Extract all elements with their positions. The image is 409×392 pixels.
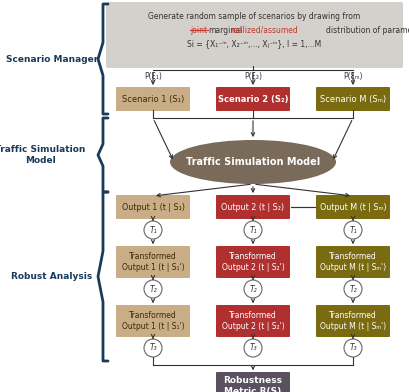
Text: Generate random sample of scenarios by drawing from: Generate random sample of scenarios by d… [148,11,361,20]
Text: Robust Analysis: Robust Analysis [11,272,92,281]
Text: Transformed
Output 2 (t | S₂'): Transformed Output 2 (t | S₂') [222,311,284,331]
FancyBboxPatch shape [216,246,290,278]
Text: Transformed
Output M (t | Sₘ'): Transformed Output M (t | Sₘ') [320,252,386,272]
FancyBboxPatch shape [316,87,390,111]
Circle shape [244,339,262,357]
Text: Output M (t | Sₘ): Output M (t | Sₘ) [320,203,387,212]
Text: Traffic Simulation
Model: Traffic Simulation Model [0,145,85,165]
Text: Output 2 (t | S₂): Output 2 (t | S₂) [221,203,285,212]
FancyBboxPatch shape [116,87,190,111]
Text: T₃: T₃ [149,343,157,352]
Circle shape [144,280,162,298]
FancyBboxPatch shape [216,305,290,337]
Circle shape [344,221,362,239]
Text: Transformed
Output M (t | Sₘ'): Transformed Output M (t | Sₘ') [320,311,386,331]
Circle shape [244,221,262,239]
Circle shape [144,221,162,239]
FancyBboxPatch shape [316,195,390,219]
FancyBboxPatch shape [106,2,403,68]
Circle shape [244,280,262,298]
Text: Transformed
Output 1 (t | S₁'): Transformed Output 1 (t | S₁') [122,252,184,272]
Text: P(ξₘ): P(ξₘ) [343,72,363,81]
FancyBboxPatch shape [216,87,290,111]
FancyBboxPatch shape [316,305,390,337]
Text: Si = {X₁⁻ⁱⁿ, X₂⁻ⁱⁿ,..., Xⱼ⁻ⁱⁿ}, l = 1,...M: Si = {X₁⁻ⁱⁿ, X₂⁻ⁱⁿ,..., Xⱼ⁻ⁱⁿ}, l = 1,..… [187,40,321,49]
Text: T₁: T₁ [249,225,257,234]
Text: T₂: T₂ [349,285,357,294]
Circle shape [344,280,362,298]
FancyBboxPatch shape [216,195,290,219]
FancyBboxPatch shape [316,246,390,278]
FancyBboxPatch shape [116,195,190,219]
Text: realized/assumed: realized/assumed [231,25,299,34]
Text: T₁: T₁ [349,225,357,234]
Text: Robustness
Metric R(S): Robustness Metric R(S) [223,376,283,392]
Text: Scenario 2 (S₂): Scenario 2 (S₂) [218,94,288,103]
Text: T₂: T₂ [249,285,257,294]
Text: Scenario M (Sₘ): Scenario M (Sₘ) [320,94,386,103]
Text: distribution of parameters: distribution of parameters [326,25,409,34]
Circle shape [144,339,162,357]
Text: Scenario Manager: Scenario Manager [6,54,98,64]
Text: P(ξ₂): P(ξ₂) [244,72,262,81]
Text: T₁: T₁ [149,225,157,234]
FancyBboxPatch shape [216,372,290,392]
Text: Traffic Simulation Model: Traffic Simulation Model [186,157,320,167]
Text: T₃: T₃ [349,343,357,352]
Text: Output 1 (t | S₁): Output 1 (t | S₁) [121,203,184,212]
Circle shape [344,339,362,357]
Text: Transformed
Output 1 (t | S₁'): Transformed Output 1 (t | S₁') [122,311,184,331]
Text: P(ξ₁): P(ξ₁) [144,72,162,81]
Text: marginal: marginal [209,25,243,34]
FancyBboxPatch shape [116,305,190,337]
Text: T₂: T₂ [149,285,157,294]
Text: joint: joint [190,25,207,34]
Text: Transformed
Output 2 (t | S₂'): Transformed Output 2 (t | S₂') [222,252,284,272]
Ellipse shape [170,140,336,184]
Text: Scenario 1 (S₁): Scenario 1 (S₁) [122,94,184,103]
FancyBboxPatch shape [116,246,190,278]
Text: T₃: T₃ [249,343,257,352]
